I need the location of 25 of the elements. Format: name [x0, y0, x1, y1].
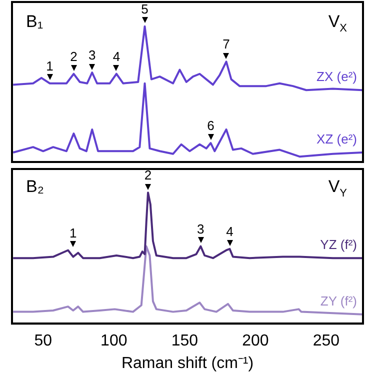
x-tick-label: 50	[34, 332, 52, 350]
annotation: 6	[207, 118, 214, 134]
x-tick-label: 150	[171, 332, 198, 350]
x-tick-label: 200	[242, 332, 269, 350]
annotation: 4	[226, 224, 234, 239]
annotation: 1	[46, 58, 54, 74]
annotation: 1	[70, 225, 77, 240]
series-label: ZX (e²)	[316, 69, 357, 84]
annotation: 5	[141, 1, 148, 16]
annotation: B₂	[26, 177, 44, 197]
series-label: YZ (f²)	[320, 237, 357, 252]
annotation: B₁	[26, 12, 44, 32]
annotation: 3	[88, 48, 96, 63]
x-tick-label: 250	[312, 332, 340, 350]
x-tick-label: 100	[100, 332, 128, 350]
series-label: ZY (f²)	[320, 294, 357, 309]
annotation: 2	[70, 48, 78, 64]
annotation: V$_{X}$	[328, 12, 347, 34]
annotation: V$_{Y}$	[328, 177, 347, 200]
x-axis-title: Raman shift (cm⁻¹)	[121, 354, 254, 372]
annotation: 3	[197, 221, 204, 236]
series-label: XZ (e²)	[316, 132, 357, 147]
annotation: 4	[112, 48, 120, 64]
annotation: 2	[144, 168, 152, 183]
annotation: 7	[222, 36, 230, 52]
